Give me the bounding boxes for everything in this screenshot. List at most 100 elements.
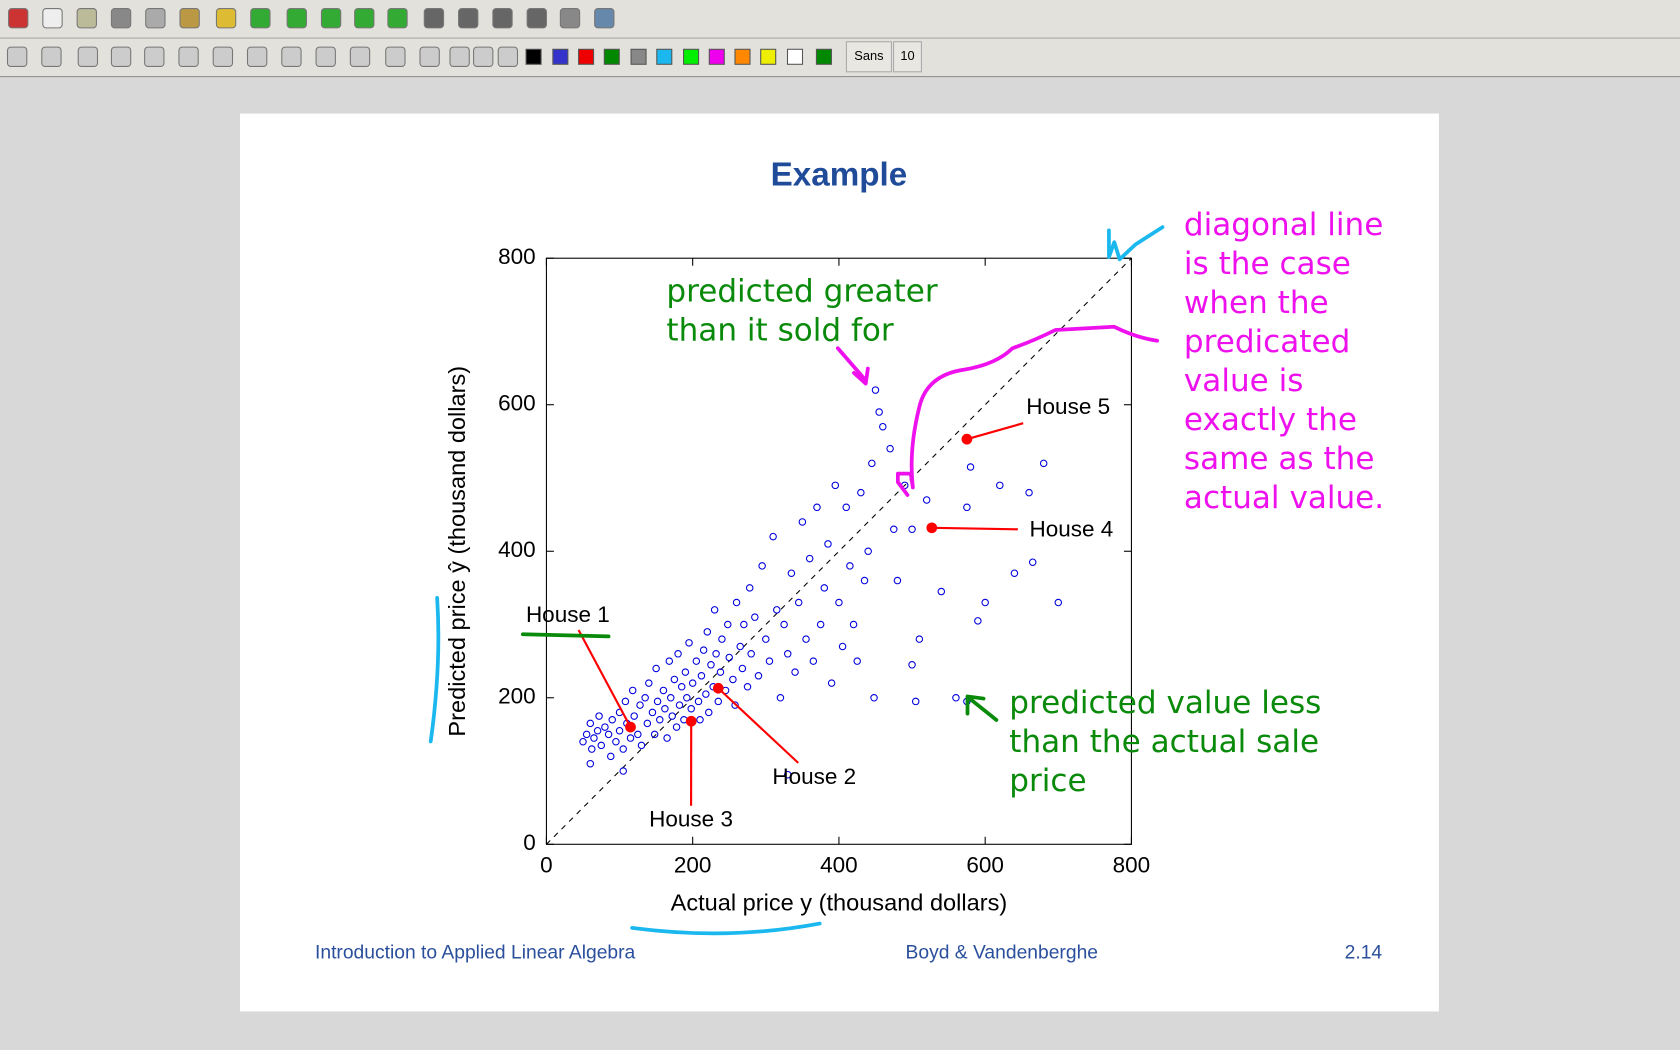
data-point: [656, 715, 664, 724]
data-point: [615, 726, 624, 735]
tool-button[interactable]: [526, 8, 547, 29]
ink-stroke: [428, 595, 441, 744]
tool-button[interactable]: [281, 46, 302, 67]
ink-stroke: [1107, 225, 1165, 262]
data-point: [1054, 598, 1063, 607]
ink: [428, 225, 1165, 936]
data-point: [628, 686, 637, 695]
tool-button[interactable]: [178, 46, 199, 67]
tool-button[interactable]: [492, 8, 513, 29]
tool-button[interactable]: [286, 8, 307, 29]
tool-button[interactable]: [354, 8, 375, 29]
leader-line: [966, 422, 1024, 441]
tool-button[interactable]: [144, 46, 165, 67]
data-point: [738, 664, 747, 673]
font-size-button[interactable]: [893, 41, 922, 73]
tool-button[interactable]: [423, 8, 445, 29]
color-swatch[interactable]: [760, 48, 777, 65]
data-point: [687, 705, 695, 713]
footer-center: Boyd & Vandenberghe: [906, 943, 1098, 964]
annotation-line: when the: [1184, 285, 1329, 321]
color-swatch[interactable]: [552, 48, 569, 65]
tool-button[interactable]: [41, 46, 62, 67]
tool-button[interactable]: [349, 46, 371, 67]
tool-button[interactable]: [246, 46, 268, 67]
data-point: [870, 694, 878, 702]
tool-button[interactable]: [320, 8, 342, 29]
data-point: [634, 730, 642, 739]
color-swatch[interactable]: [578, 48, 595, 65]
tool-button[interactable]: [179, 8, 200, 29]
tool-button[interactable]: [315, 46, 336, 67]
annotation-line: than the actual sale: [1009, 724, 1319, 760]
color-swatch[interactable]: [815, 48, 832, 65]
tool-button[interactable]: [6, 46, 28, 67]
color-swatch[interactable]: [708, 48, 725, 65]
tool-button[interactable]: [458, 8, 479, 29]
data-point: [672, 723, 681, 731]
annotation-line: price: [1009, 763, 1086, 799]
data-point: [871, 386, 880, 394]
color-swatch[interactable]: [603, 48, 620, 65]
font-size: 10: [900, 48, 914, 63]
tool-button[interactable]: [559, 8, 581, 29]
tool-button[interactable]: [110, 8, 132, 29]
data-point: [824, 540, 832, 548]
annotation-line: than it sold for: [666, 312, 893, 348]
data-point: [677, 683, 686, 691]
data-point: [636, 701, 644, 709]
tool-button[interactable]: [77, 46, 99, 67]
x-axis-label: Actual price y (thousand dollars): [671, 890, 1008, 916]
tool-button[interactable]: [449, 46, 470, 67]
tool-button[interactable]: [110, 46, 132, 67]
tool-button[interactable]: [8, 8, 29, 29]
x-tick-label: 0: [540, 853, 553, 878]
data-point: [911, 697, 920, 706]
data-point: [650, 730, 659, 739]
data-point: [922, 496, 931, 504]
data-point: [619, 745, 627, 753]
tool-button[interactable]: [387, 8, 408, 29]
data-point: [780, 620, 788, 629]
color-swatch[interactable]: [683, 48, 700, 65]
tool-button[interactable]: [497, 46, 519, 67]
data-point: [601, 723, 609, 731]
tool-button[interactable]: [594, 8, 615, 29]
data-point: [593, 726, 602, 735]
plot: 0 200 400 600 800 0 200 400 600 800 Actual price y…: [444, 244, 1150, 915]
tool-button[interactable]: [385, 46, 406, 67]
data-point: [619, 767, 627, 775]
house-label: House 1: [526, 602, 610, 627]
tool-button[interactable]: [212, 46, 234, 67]
data-point: [607, 752, 615, 761]
tool-button[interactable]: [76, 8, 97, 29]
data-point: [661, 705, 669, 713]
color-swatch[interactable]: [734, 48, 751, 65]
data-point: [586, 719, 595, 728]
data-point: [712, 650, 720, 658]
y-tick-label: 800: [498, 244, 536, 269]
data-point: [794, 598, 803, 607]
tool-button[interactable]: [215, 8, 237, 29]
tool-button[interactable]: [42, 8, 63, 29]
tool-button[interactable]: [473, 46, 494, 67]
color-swatch[interactable]: [786, 48, 804, 65]
data-point: [835, 598, 843, 607]
tool-button[interactable]: [145, 8, 166, 29]
font-button[interactable]: [845, 41, 892, 73]
data-point: [731, 701, 739, 709]
data-point: [653, 697, 662, 706]
data-point: [981, 598, 989, 607]
data-point: [659, 686, 668, 695]
data-point: [787, 569, 796, 577]
color-swatch[interactable]: [630, 48, 647, 65]
house-label: House 4: [1030, 516, 1114, 541]
data-point: [1039, 459, 1048, 468]
data-point: [908, 661, 916, 669]
color-swatch[interactable]: [656, 48, 673, 65]
y-tick-label: 200: [498, 684, 536, 709]
color-swatch[interactable]: [525, 48, 542, 65]
tool-button[interactable]: [419, 46, 440, 67]
tool-button[interactable]: [250, 8, 271, 29]
data-point: [626, 734, 635, 742]
